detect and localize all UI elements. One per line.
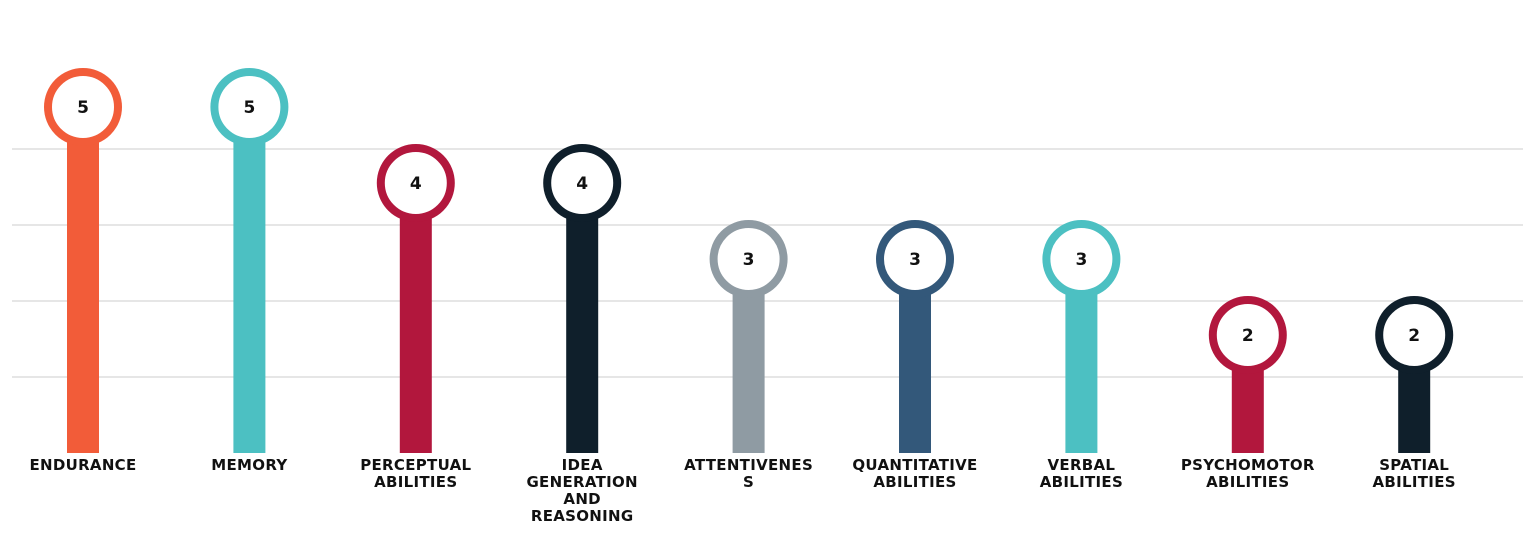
lollipop-head (210, 68, 289, 146)
category-label-line: ABILITIES (1039, 473, 1124, 491)
category-label-line: IDEA (561, 456, 603, 474)
lollipop-head (376, 144, 455, 222)
category-label: PSYCHOMOTOR ABILITIES (1173, 457, 1323, 491)
value-label: 4 (410, 174, 422, 194)
category-label-line: ENDURANCE (29, 456, 137, 474)
category-label: VERBAL ABILITIES (1006, 457, 1156, 491)
category-label-line: AND (563, 490, 601, 508)
lollipop-stem (399, 183, 432, 453)
category-label-line: SPATIAL (1379, 456, 1450, 474)
value-label: 3 (743, 250, 755, 270)
category-label-line: S (743, 473, 755, 491)
lollipop-head (44, 68, 122, 146)
category-label-line: PSYCHOMOTOR (1180, 456, 1315, 474)
category-label: QUANTITATIVE ABILITIES (840, 457, 990, 491)
category-label: PERCEPTUAL ABILITIES (341, 457, 491, 491)
value-label: 2 (1242, 326, 1254, 346)
value-label: 2 (1408, 326, 1420, 346)
category-label: ENDURANCE (8, 457, 158, 474)
category-label-line: ABILITIES (374, 473, 458, 491)
category-label: MEMORY (174, 457, 324, 474)
lollipop-head (1375, 296, 1454, 374)
lollipop-stem (67, 107, 99, 453)
value-label: 3 (1075, 250, 1087, 270)
category-label-line: GENERATION (526, 473, 638, 491)
value-label: 4 (576, 174, 588, 194)
value-label: 5 (77, 98, 89, 118)
category-label-line: VERBAL (1047, 456, 1116, 474)
lollipop-stem (233, 107, 266, 453)
lollipop-head (543, 144, 622, 222)
category-label: ATTENTIVENES S (674, 457, 824, 491)
value-label: 5 (243, 98, 255, 118)
category-label-line: REASONING (530, 507, 634, 525)
lollipop-head (876, 220, 954, 298)
category-label: IDEA GENERATION AND REASONING (507, 457, 657, 525)
category-label-line: ATTENTIVENES (684, 456, 814, 474)
lollipop-head (1042, 220, 1121, 298)
category-label-line: MEMORY (211, 456, 288, 474)
category-label-line: ABILITIES (1206, 473, 1290, 491)
lollipop-head (1208, 296, 1287, 374)
category-label: SPATIAL ABILITIES (1339, 457, 1489, 491)
category-label-line: PERCEPTUAL (360, 456, 472, 474)
category-label-line: ABILITIES (1372, 473, 1456, 491)
lollipop-head (709, 220, 788, 298)
value-label: 3 (909, 250, 921, 270)
category-label-line: ABILITIES (873, 473, 957, 491)
lollipop-stem (566, 183, 599, 453)
category-label-line: QUANTITATIVE (852, 456, 978, 474)
lollipop-series: 5 5 4 4 3 3 3 2 2 (44, 68, 1454, 453)
